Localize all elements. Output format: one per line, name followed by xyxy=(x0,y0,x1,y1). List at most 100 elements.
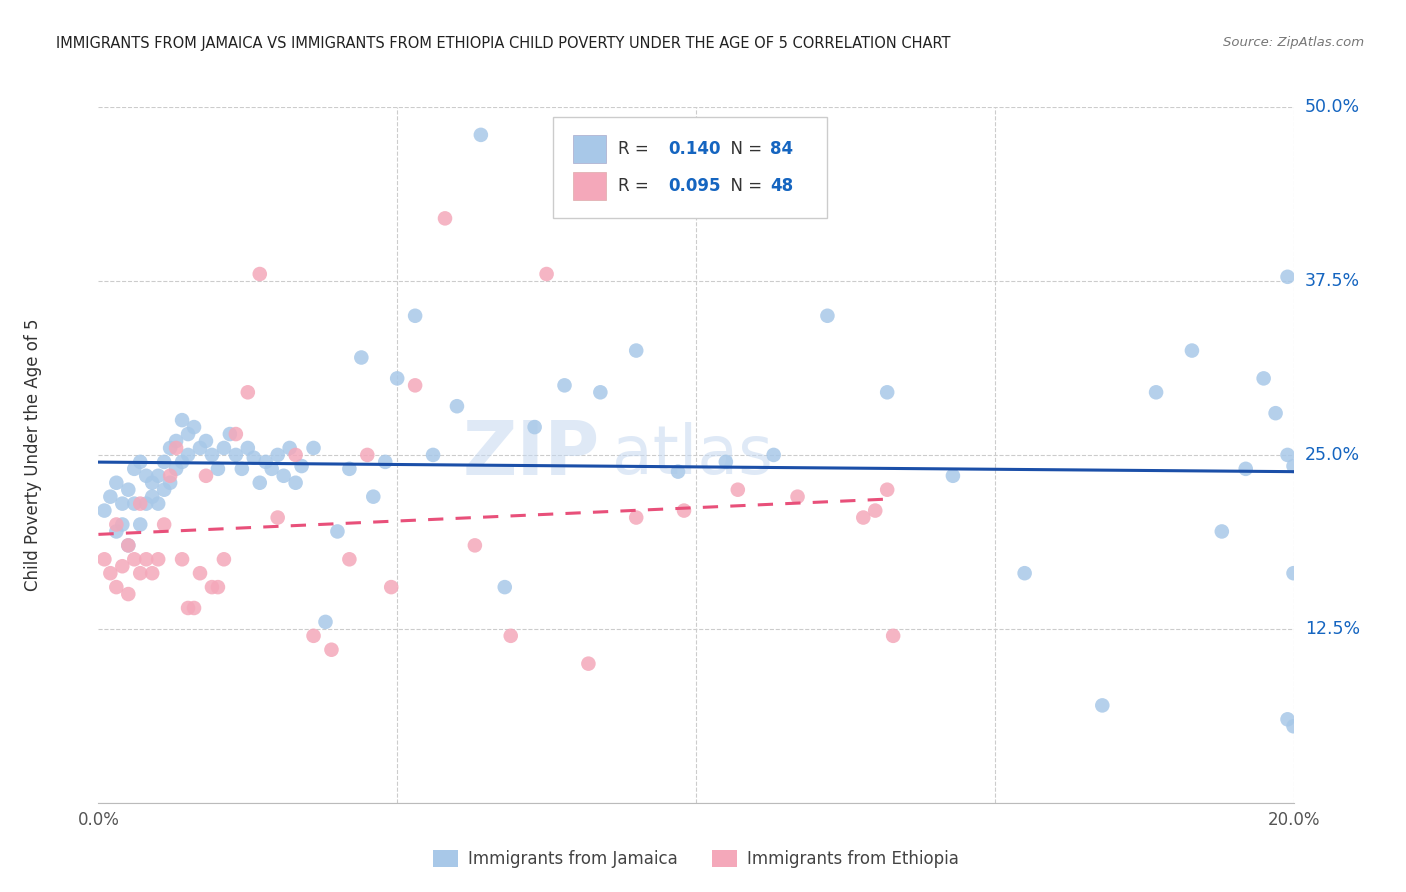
Point xyxy=(177,427,200,442)
Point xyxy=(1211,524,1233,539)
FancyBboxPatch shape xyxy=(572,172,606,200)
Point xyxy=(135,552,157,566)
Point xyxy=(93,503,115,517)
Legend: Immigrants from Jamaica, Immigrants from Ethiopia: Immigrants from Jamaica, Immigrants from… xyxy=(427,843,965,874)
Point xyxy=(153,517,176,532)
Point xyxy=(673,503,696,517)
Point xyxy=(356,448,378,462)
Point xyxy=(523,420,546,434)
Point xyxy=(201,448,224,462)
Point xyxy=(1234,462,1257,476)
Point xyxy=(434,211,457,226)
Point xyxy=(882,629,904,643)
Point xyxy=(284,448,307,462)
Point xyxy=(278,441,301,455)
Text: 48: 48 xyxy=(770,177,793,194)
Point xyxy=(422,448,444,462)
Point xyxy=(159,468,181,483)
Point xyxy=(225,448,247,462)
Point xyxy=(1277,269,1299,284)
Point xyxy=(315,615,337,629)
Point xyxy=(124,462,146,476)
Point xyxy=(177,601,200,615)
Point xyxy=(290,458,312,473)
Text: R =: R = xyxy=(619,177,654,194)
Point xyxy=(1277,448,1299,462)
Point xyxy=(554,378,576,392)
Text: ZIP: ZIP xyxy=(463,418,600,491)
Point xyxy=(876,483,898,497)
Point xyxy=(129,497,152,511)
Text: R =: R = xyxy=(619,140,654,158)
Point xyxy=(172,455,194,469)
FancyBboxPatch shape xyxy=(553,118,827,219)
Point xyxy=(942,468,965,483)
Point xyxy=(111,517,134,532)
Point xyxy=(236,385,259,400)
Point xyxy=(219,427,242,442)
Point xyxy=(350,351,373,365)
Point xyxy=(1282,566,1305,581)
Point xyxy=(380,580,402,594)
Point xyxy=(876,385,898,400)
Point xyxy=(267,448,290,462)
Point xyxy=(141,490,163,504)
Text: IMMIGRANTS FROM JAMAICA VS IMMIGRANTS FROM ETHIOPIA CHILD POVERTY UNDER THE AGE : IMMIGRANTS FROM JAMAICA VS IMMIGRANTS FR… xyxy=(56,36,950,51)
Text: N =: N = xyxy=(720,177,768,194)
Point xyxy=(727,483,749,497)
Point xyxy=(201,580,224,594)
Point xyxy=(249,475,271,490)
Point xyxy=(385,371,409,385)
Point xyxy=(1181,343,1204,358)
Point xyxy=(302,441,325,455)
Point xyxy=(105,580,128,594)
Point xyxy=(148,497,170,511)
Point xyxy=(225,427,247,442)
Text: 25.0%: 25.0% xyxy=(1305,446,1360,464)
Point xyxy=(105,475,128,490)
Point xyxy=(852,510,875,524)
Point xyxy=(1282,458,1305,473)
Point xyxy=(374,455,396,469)
Point xyxy=(865,503,887,517)
Point xyxy=(212,552,235,566)
Point xyxy=(339,552,360,566)
Point xyxy=(267,510,290,524)
Point xyxy=(326,524,349,539)
Text: Child Poverty Under the Age of 5: Child Poverty Under the Age of 5 xyxy=(24,318,42,591)
Point xyxy=(135,468,157,483)
Text: 37.5%: 37.5% xyxy=(1305,272,1360,290)
Point xyxy=(141,475,163,490)
Point xyxy=(194,434,218,448)
Point xyxy=(404,309,426,323)
Point xyxy=(105,524,128,539)
Point xyxy=(129,517,152,532)
Point xyxy=(762,448,785,462)
Point xyxy=(589,385,612,400)
Point xyxy=(129,566,152,581)
Point xyxy=(172,413,194,427)
Point xyxy=(212,441,235,455)
Point xyxy=(188,566,211,581)
Point xyxy=(124,497,146,511)
Point xyxy=(105,517,128,532)
Text: atlas: atlas xyxy=(612,422,773,488)
Point xyxy=(159,475,181,490)
Point xyxy=(172,552,194,566)
Point xyxy=(1144,385,1167,400)
Text: Source: ZipAtlas.com: Source: ZipAtlas.com xyxy=(1223,36,1364,49)
Text: 0.140: 0.140 xyxy=(668,140,721,158)
Point xyxy=(135,497,157,511)
Point xyxy=(714,455,737,469)
Point xyxy=(243,450,266,465)
Point xyxy=(117,483,139,497)
Text: 12.5%: 12.5% xyxy=(1305,620,1360,638)
Point xyxy=(815,309,838,323)
Point xyxy=(666,465,689,479)
Point xyxy=(129,455,152,469)
Point xyxy=(194,468,218,483)
Point xyxy=(1264,406,1286,420)
Point xyxy=(183,601,205,615)
Point xyxy=(98,566,122,581)
Point xyxy=(404,378,426,392)
